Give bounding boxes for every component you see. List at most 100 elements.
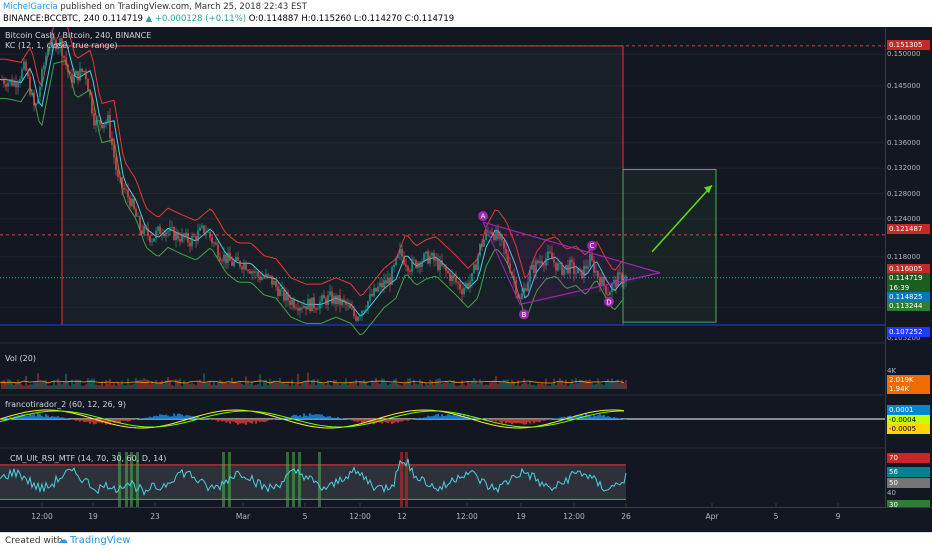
volume-bar xyxy=(175,379,176,389)
candle-body xyxy=(151,241,152,242)
candle-body xyxy=(467,283,468,287)
volume-bar xyxy=(49,386,50,389)
candle-body xyxy=(441,260,442,265)
volume-bar xyxy=(217,383,218,389)
macd-histogram-bar xyxy=(315,414,317,419)
macd-histogram-bar xyxy=(601,416,603,419)
macd-histogram-bar xyxy=(313,415,315,419)
volume-bar xyxy=(185,384,186,389)
candle-body xyxy=(309,299,310,311)
macd-histogram-bar xyxy=(559,418,561,419)
volume-bar xyxy=(503,379,504,389)
macd-histogram-bar xyxy=(443,416,445,419)
candle-body xyxy=(411,260,412,272)
candle-body xyxy=(447,271,448,273)
candle-body xyxy=(77,71,78,80)
volume-bar xyxy=(33,382,34,389)
volume-bar xyxy=(391,383,392,389)
macd-histogram-bar xyxy=(237,419,239,425)
volume-bar xyxy=(221,381,222,389)
macd-histogram-bar xyxy=(127,419,129,422)
volume-bar xyxy=(201,382,202,389)
candle-body xyxy=(83,71,84,72)
candle-body xyxy=(193,236,194,237)
macd-histogram-bar xyxy=(73,419,75,420)
candle-body xyxy=(481,244,482,247)
macd-histogram-bar xyxy=(323,416,325,419)
volume-bar xyxy=(127,378,128,389)
main-pane-title: Bitcoin Cash / Bitcoin, 240, BINANCE xyxy=(5,31,151,40)
volume-bar xyxy=(379,384,380,389)
volume-bar xyxy=(131,385,132,389)
macd-histogram-bar xyxy=(125,419,127,421)
candle-body xyxy=(249,271,250,273)
candle-body xyxy=(127,190,128,197)
candle-body xyxy=(419,263,420,267)
price-tick: 0.128000 xyxy=(887,190,920,198)
candle-body xyxy=(41,69,42,87)
candle-body xyxy=(377,287,378,292)
volume-bar xyxy=(197,382,198,389)
macd-histogram-bar xyxy=(513,419,515,423)
macd-histogram-bar xyxy=(361,419,363,423)
macd-histogram-bar xyxy=(519,419,521,423)
volume-bar xyxy=(497,384,498,389)
candle-body xyxy=(89,91,90,95)
volume-bar xyxy=(35,381,36,389)
volume-bar xyxy=(609,382,610,389)
candle-body xyxy=(391,267,392,284)
author-link[interactable]: MichelGarcia xyxy=(3,2,58,12)
macd-histogram-bar xyxy=(365,419,367,421)
macd-histogram-bar xyxy=(271,419,273,420)
candle-body xyxy=(435,259,436,261)
volume-bar xyxy=(457,386,458,389)
candle-body xyxy=(399,249,400,255)
volume-bar xyxy=(353,382,354,389)
volume-bar xyxy=(41,382,42,389)
macd-histogram-bar xyxy=(179,414,181,419)
last-price-text: 0.114719 xyxy=(102,14,143,24)
candle-body xyxy=(609,292,610,295)
macd-histogram-bar xyxy=(603,415,605,419)
rsi-band xyxy=(0,465,626,499)
candle-body xyxy=(63,56,64,58)
macd-histogram-bar xyxy=(401,419,403,421)
candle-body xyxy=(293,300,294,308)
volume-bar xyxy=(225,382,226,389)
candle-body xyxy=(483,240,484,247)
macd-histogram-bar xyxy=(35,416,37,419)
volume-bar xyxy=(223,383,224,389)
volume-bar xyxy=(63,382,64,389)
candle-body xyxy=(433,253,434,261)
candle-body xyxy=(35,104,36,105)
candle-body xyxy=(73,75,74,83)
macd-histogram-bar xyxy=(505,419,507,423)
candle-body xyxy=(105,122,106,124)
volume-bar xyxy=(259,374,260,389)
volume-bar xyxy=(345,378,346,389)
rsi-overbought-highlight xyxy=(400,452,403,508)
macd-histogram-bar xyxy=(573,417,575,419)
volume-bar xyxy=(119,384,120,389)
volume-bar xyxy=(563,385,564,389)
macd-histogram-bar xyxy=(521,419,523,424)
candle-body xyxy=(185,233,186,237)
candle-body xyxy=(451,275,452,281)
macd-histogram-bar xyxy=(311,415,313,419)
volume-bar xyxy=(289,386,290,389)
macd-histogram-bar xyxy=(173,413,175,419)
volume-bar xyxy=(389,384,390,389)
volume-bar xyxy=(27,385,28,389)
macd-histogram-bar xyxy=(259,419,261,422)
volume-bar xyxy=(61,384,62,389)
tradingview-logo[interactable]: ☁TradingView xyxy=(58,535,130,546)
candle-body xyxy=(45,56,46,66)
vol-tick-4k: 4K xyxy=(887,367,896,375)
candle-body xyxy=(33,93,34,106)
ohlc-text: O:0.114887 H:0.115260 L:0.114270 C:0.114… xyxy=(249,14,454,24)
volume-bar xyxy=(559,378,560,389)
volume-bar xyxy=(45,380,46,389)
volume-bar xyxy=(529,381,530,389)
macd-histogram-bar xyxy=(493,419,495,421)
